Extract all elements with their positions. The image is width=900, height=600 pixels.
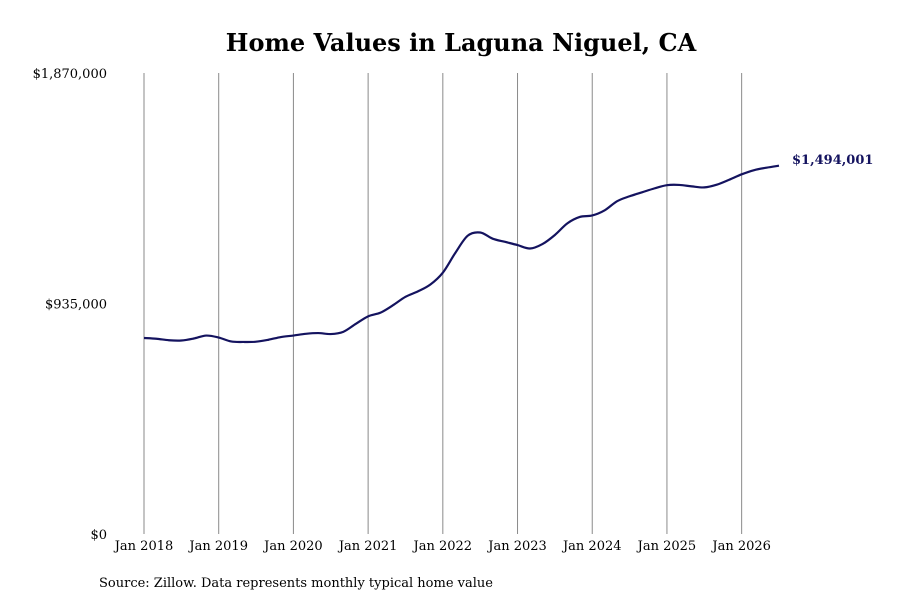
x-tick-label: Jan 2019 xyxy=(187,539,248,554)
x-gridlines xyxy=(143,73,743,534)
chart-title: Home Values in Laguna Niguel, CA xyxy=(226,28,697,57)
x-axis-ticks: Jan 2018 Jan 2019 Jan 2020 Jan 2021 Jan 2022… xyxy=(113,539,771,554)
y-axis-ticks: $0 $935,000 $1,870,000 xyxy=(33,67,107,543)
x-tick-label: Jan 2024 xyxy=(561,539,622,554)
x-tick-label: Jan 2020 xyxy=(262,539,323,554)
x-tick-label: Jan 2026 xyxy=(710,539,771,554)
source-note: Source: Zillow. Data represents monthly … xyxy=(99,576,493,591)
y-tick-label: $935,000 xyxy=(45,298,107,313)
y-tick-label: $0 xyxy=(90,528,107,543)
x-tick-label: Jan 2021 xyxy=(337,539,398,554)
x-tick-label: Jan 2025 xyxy=(636,539,697,554)
x-tick-label: Jan 2022 xyxy=(412,539,473,554)
x-tick-label: Jan 2023 xyxy=(486,539,547,554)
end-value-label: $1,494,001 xyxy=(792,153,873,168)
series-layer xyxy=(143,164,780,344)
y-tick-label: $1,870,000 xyxy=(33,67,107,82)
x-tick-label: Jan 2018 xyxy=(113,539,174,554)
series-line-home-value xyxy=(143,164,780,344)
